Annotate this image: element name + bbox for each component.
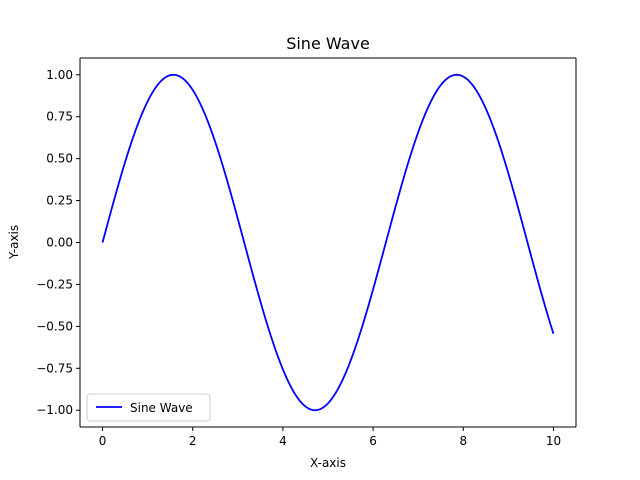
y-tick-label: 0.25	[46, 194, 73, 208]
legend-label: Sine Wave	[130, 401, 193, 415]
x-tick-label: 4	[279, 434, 287, 448]
series-layer	[101, 73, 555, 412]
chart-title: Sine Wave	[286, 34, 370, 53]
x-tick-label: 6	[369, 434, 377, 448]
series-line-sine-wave	[101, 73, 555, 412]
x-tick-label: 0	[99, 434, 107, 448]
y-tick-label: 0.50	[46, 152, 73, 166]
y-axis-ticks: −1.00 −0.75 −0.50 −0.25 0.00 0.25 0.50 0.75 1.00	[36, 68, 80, 417]
y-tick-label: −0.25	[36, 277, 73, 291]
y-tick-label: 0.00	[46, 236, 73, 250]
y-tick-label: 1.00	[46, 68, 73, 82]
y-axis-label: Y-axis	[7, 225, 21, 260]
plot-area	[80, 58, 576, 427]
x-tick-label: 2	[189, 434, 197, 448]
y-tick-label: −1.00	[36, 403, 73, 417]
legend: Sine Wave	[86, 393, 211, 422]
x-tick-label: 8	[459, 434, 467, 448]
y-tick-label: −0.50	[36, 319, 73, 333]
y-tick-label: −0.75	[36, 361, 73, 375]
x-axis-ticks: 0 2 4 6 8 10	[99, 427, 561, 448]
legend-box	[86, 393, 211, 422]
plot-background	[80, 58, 576, 427]
y-tick-label: 0.75	[46, 110, 73, 124]
x-axis-label: X-axis	[310, 456, 346, 470]
x-tick-label: 10	[546, 434, 561, 448]
